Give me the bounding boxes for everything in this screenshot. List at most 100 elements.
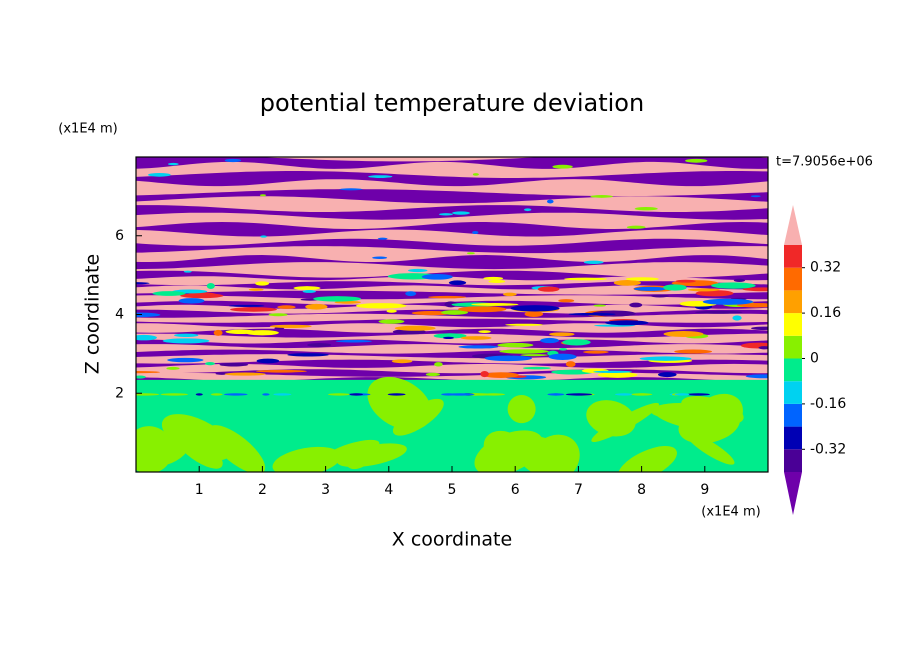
y-tick-label: 4 — [115, 307, 124, 323]
contour-streak — [256, 358, 280, 364]
contour-streak — [428, 295, 467, 299]
contour-streak — [262, 393, 270, 396]
contour-blob — [208, 425, 266, 472]
contour-band — [136, 161, 768, 178]
contour-streak — [136, 393, 160, 396]
contour-streak — [136, 282, 150, 285]
contour-streak — [136, 312, 161, 318]
contour-streak — [472, 173, 479, 176]
contour-streak — [136, 371, 161, 374]
contour-streak — [136, 334, 157, 341]
colorbar-segment — [784, 290, 802, 314]
contour-streak — [255, 281, 270, 286]
colorbar-segment — [784, 335, 802, 359]
x-tick-label: 9 — [700, 482, 709, 498]
contour-streak — [425, 372, 441, 377]
contour-streak — [471, 303, 519, 306]
contour-streak — [548, 353, 577, 360]
contour-streak — [204, 362, 215, 366]
colorbar-tick-label: -0.32 — [810, 441, 846, 457]
contour-streak — [733, 278, 746, 282]
contour-streak — [614, 393, 634, 396]
contour-streak — [466, 252, 475, 255]
contour-streak — [307, 343, 332, 347]
contour-streak — [349, 393, 364, 396]
contour-streak — [213, 329, 223, 336]
contour-streak — [499, 349, 549, 354]
x-tick-label: 8 — [637, 482, 646, 498]
contour-blob — [136, 426, 173, 472]
contour-field — [136, 157, 768, 472]
x-tick-label: 5 — [448, 482, 457, 498]
contour-streak — [245, 330, 279, 336]
contour-streak — [174, 333, 199, 338]
y-unit: (x1E4 m) — [58, 122, 117, 137]
contour-streak — [187, 292, 218, 298]
contour-streak — [510, 305, 560, 312]
contour-streak — [639, 356, 692, 361]
colorbar-segment — [784, 403, 802, 427]
contour-streak — [302, 290, 316, 293]
contour-streak — [394, 325, 436, 331]
contour-streak — [524, 208, 532, 212]
contour-streak — [604, 320, 649, 326]
contour-streak — [520, 354, 548, 357]
contour-streak — [460, 336, 492, 340]
contour-streak — [552, 164, 573, 169]
contour-streak — [166, 366, 180, 370]
contour-streak — [224, 372, 266, 376]
contour-streak — [663, 284, 687, 291]
contour-streak — [626, 225, 646, 229]
contour-streak — [537, 286, 560, 292]
colorbar-tick-label: -0.16 — [810, 396, 846, 412]
contour-blob — [173, 429, 223, 469]
contour-streak — [277, 305, 296, 309]
contour-streak — [355, 303, 407, 309]
contour-streak — [674, 349, 713, 354]
colorbar-tick-label: 0 — [810, 351, 819, 367]
contour-streak — [613, 280, 641, 286]
contour-band — [136, 196, 768, 212]
y-tick-label: 6 — [115, 228, 124, 244]
contour-streak — [629, 302, 643, 308]
contour-streak — [483, 372, 519, 378]
contour-streak — [547, 393, 565, 396]
contour-streak — [674, 393, 690, 396]
contour-streak — [497, 342, 534, 348]
contour-band — [136, 344, 768, 354]
x-tick-label: 3 — [321, 482, 330, 498]
contour-streak — [377, 237, 388, 240]
contour-band — [136, 246, 768, 262]
contour-streak — [564, 277, 608, 281]
contour-streak — [386, 309, 397, 313]
contour-streak — [593, 370, 633, 374]
contour-blob — [617, 446, 677, 472]
contour-blob — [678, 405, 741, 444]
contour-streak — [439, 213, 453, 216]
contour-streak — [313, 296, 362, 302]
contour-streak — [178, 298, 205, 304]
contour-streak — [273, 393, 292, 396]
contour-streak — [562, 339, 591, 346]
contour-band — [136, 212, 768, 229]
contour-streak — [405, 291, 417, 297]
contour-band — [256, 157, 768, 162]
contour-streak — [368, 175, 393, 178]
contour-streak — [565, 393, 593, 396]
contour-streak — [195, 393, 203, 396]
contour-streak — [219, 362, 249, 367]
contour-streak — [590, 195, 613, 198]
contour-streak — [634, 207, 658, 211]
contour-streak — [694, 310, 743, 314]
contour-streak — [503, 292, 517, 297]
contour-streak — [372, 256, 388, 259]
contour-streak — [478, 330, 491, 334]
colorbar-extension-low — [784, 472, 802, 515]
contour-streak — [448, 280, 467, 286]
contour-streak — [484, 355, 533, 362]
contour-streak — [421, 274, 453, 280]
contour-streak — [248, 288, 264, 291]
contour-blob — [586, 400, 636, 437]
contour-streak — [391, 359, 413, 364]
contour-streak — [223, 393, 248, 396]
